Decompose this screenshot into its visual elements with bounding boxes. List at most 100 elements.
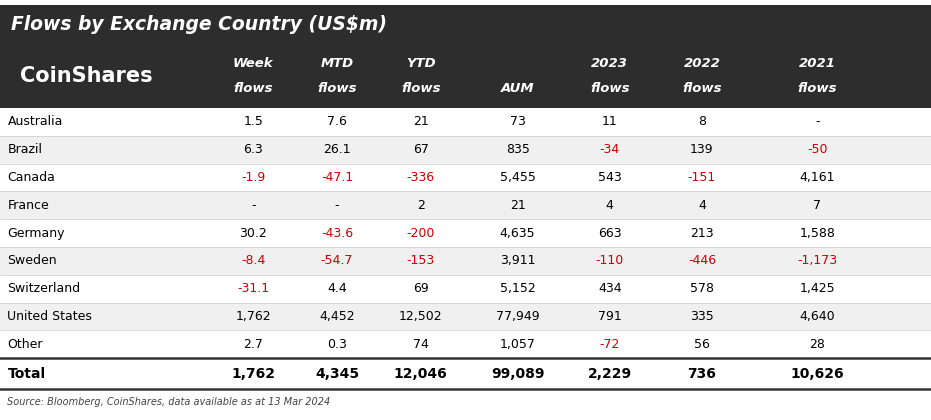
Text: -43.6: -43.6	[321, 227, 353, 240]
Text: 7: 7	[814, 199, 821, 212]
Text: 2: 2	[417, 199, 425, 212]
Text: 56: 56	[694, 338, 710, 351]
Text: 21: 21	[413, 116, 428, 129]
Text: 139: 139	[690, 143, 714, 156]
Bar	[0, 5, 931, 44]
Text: 736: 736	[687, 367, 717, 381]
Text: 2021: 2021	[799, 57, 836, 70]
Text: -446: -446	[688, 255, 716, 268]
Bar	[0, 275, 931, 303]
Text: 835: 835	[506, 143, 530, 156]
Text: flows: flows	[682, 82, 722, 95]
Text: 1,425: 1,425	[800, 282, 835, 295]
Text: -: -	[816, 116, 819, 129]
Text: CoinShares: CoinShares	[20, 66, 153, 86]
Text: Week: Week	[233, 57, 274, 70]
Text: Canada: Canada	[7, 171, 55, 184]
Text: flows: flows	[590, 82, 629, 95]
Text: 2.7: 2.7	[243, 338, 263, 351]
Text: Flows by Exchange Country (US$m): Flows by Exchange Country (US$m)	[11, 15, 387, 34]
Text: 4: 4	[606, 199, 614, 212]
Text: AUM: AUM	[501, 82, 534, 95]
Text: 8: 8	[698, 116, 706, 129]
Bar	[0, 44, 931, 108]
Text: 26.1: 26.1	[323, 143, 351, 156]
Text: 30.2: 30.2	[239, 227, 267, 240]
Text: 12,502: 12,502	[399, 310, 442, 323]
Text: -200: -200	[407, 227, 435, 240]
Text: 21: 21	[510, 199, 525, 212]
Text: 1,588: 1,588	[800, 227, 835, 240]
Text: Australia: Australia	[7, 116, 62, 129]
Text: -34: -34	[600, 143, 620, 156]
Text: 11: 11	[602, 116, 617, 129]
Text: 6.3: 6.3	[243, 143, 263, 156]
Bar	[0, 358, 931, 389]
Text: 2023: 2023	[591, 57, 628, 70]
Text: flows: flows	[234, 82, 273, 95]
Text: 1.5: 1.5	[243, 116, 263, 129]
Text: 663: 663	[598, 227, 622, 240]
Text: 74: 74	[412, 338, 429, 351]
Text: 4,635: 4,635	[500, 227, 535, 240]
Text: -1,173: -1,173	[797, 255, 838, 268]
Text: 578: 578	[690, 282, 714, 295]
Text: Switzerland: Switzerland	[7, 282, 81, 295]
Text: flows: flows	[401, 82, 440, 95]
Text: 77,949: 77,949	[496, 310, 539, 323]
Text: -336: -336	[407, 171, 435, 184]
Bar	[0, 108, 931, 136]
Text: -72: -72	[600, 338, 620, 351]
Text: 12,046: 12,046	[394, 367, 448, 381]
Text: Sweden: Sweden	[7, 255, 57, 268]
Text: Brazil: Brazil	[7, 143, 43, 156]
Text: YTD: YTD	[406, 57, 436, 70]
Text: 1,762: 1,762	[236, 310, 271, 323]
Text: flows: flows	[798, 82, 837, 95]
Bar	[0, 247, 931, 275]
Text: 10,626: 10,626	[790, 367, 844, 381]
Text: -151: -151	[688, 171, 716, 184]
Text: 2,229: 2,229	[587, 367, 632, 381]
Text: -31.1: -31.1	[237, 282, 269, 295]
Text: -47.1: -47.1	[321, 171, 353, 184]
Text: 4.4: 4.4	[327, 282, 347, 295]
Text: -50: -50	[807, 143, 828, 156]
Text: flows: flows	[317, 82, 357, 95]
Text: -: -	[335, 199, 339, 212]
Text: 99,089: 99,089	[491, 367, 545, 381]
Text: 4,640: 4,640	[800, 310, 835, 323]
Text: 4,452: 4,452	[319, 310, 355, 323]
Bar	[0, 164, 931, 192]
Text: 4,161: 4,161	[800, 171, 835, 184]
Text: 4,345: 4,345	[315, 367, 359, 381]
Bar	[0, 192, 931, 219]
Bar	[0, 219, 931, 247]
Text: 434: 434	[598, 282, 622, 295]
Text: Germany: Germany	[7, 227, 65, 240]
Text: -8.4: -8.4	[241, 255, 265, 268]
Text: 5,152: 5,152	[500, 282, 535, 295]
Text: 67: 67	[412, 143, 429, 156]
Text: -153: -153	[407, 255, 435, 268]
Text: 5,455: 5,455	[500, 171, 535, 184]
Text: 0.3: 0.3	[327, 338, 347, 351]
Text: 791: 791	[598, 310, 622, 323]
Text: Other: Other	[7, 338, 43, 351]
Bar	[0, 331, 931, 358]
Text: United States: United States	[7, 310, 92, 323]
Text: -1.9: -1.9	[241, 171, 265, 184]
Text: 69: 69	[413, 282, 428, 295]
Text: 1,057: 1,057	[500, 338, 535, 351]
Text: 335: 335	[690, 310, 714, 323]
Text: 2022: 2022	[683, 57, 721, 70]
Text: Total: Total	[7, 367, 46, 381]
Text: -54.7: -54.7	[321, 255, 353, 268]
Text: 4: 4	[698, 199, 706, 212]
Text: Source: Bloomberg, CoinShares, data available as at 13 Mar 2024: Source: Bloomberg, CoinShares, data avai…	[7, 397, 331, 407]
Text: MTD: MTD	[320, 57, 354, 70]
Text: France: France	[7, 199, 49, 212]
Bar	[0, 303, 931, 331]
Text: 28: 28	[809, 338, 826, 351]
Bar	[0, 136, 931, 164]
